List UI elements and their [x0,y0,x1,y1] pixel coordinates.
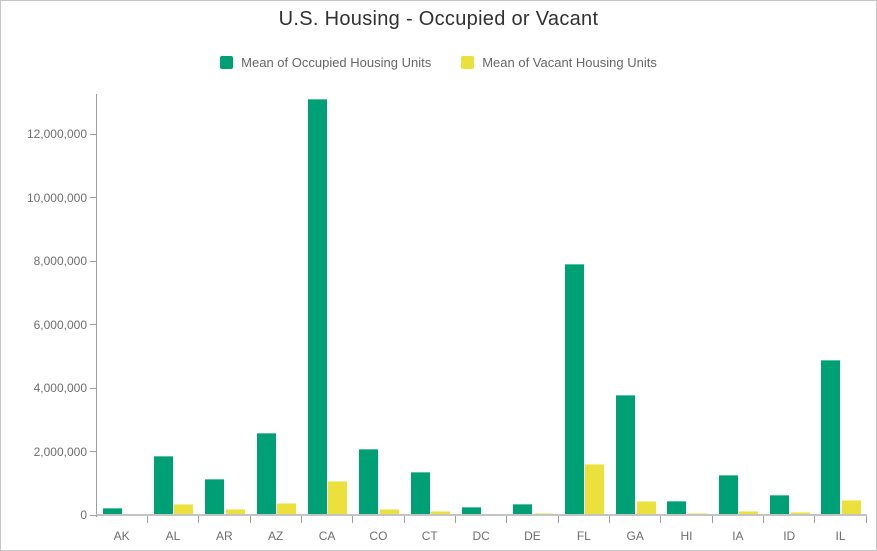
x-tick [660,516,662,523]
y-tick [90,324,97,325]
x-tick [506,516,508,523]
x-tick-label-AZ: AZ [268,529,284,543]
bar-occupied-AL[interactable] [153,456,173,515]
bar-occupied-CA[interactable] [307,99,327,515]
x-tick [146,516,148,523]
y-tick [90,387,97,389]
x-tick-label-DE: DE [524,529,541,543]
bar-vacant-AL[interactable] [174,503,194,515]
y-tick-label: 10,000,000 [26,190,87,205]
bar-occupied-HI[interactable] [667,501,687,515]
y-tick-label: 8,000,000 [33,254,87,268]
x-tick-label-AL: AL [165,529,181,543]
y-axis-line [96,94,97,517]
x-tick-label-GA: GA [626,529,644,543]
x-tick [300,516,302,523]
y-tick [90,260,97,262]
bar-occupied-DE[interactable] [513,503,533,515]
x-tick [454,516,456,523]
x-tick-label-HI: HI [680,529,693,543]
bar-vacant-IA[interactable] [739,511,759,515]
x-tick-label-AR: AR [216,529,233,543]
bar-vacant-ID[interactable] [790,512,810,515]
bar-occupied-ID[interactable] [770,495,790,515]
x-tick-label-IL: IL [835,529,846,543]
legend: Mean of Occupied Housing Units Mean of V… [1,55,876,70]
x-tick-label-FL: FL [576,529,591,543]
legend-swatch-occupied-icon [220,56,234,69]
x-tick [557,516,559,523]
x-tick [352,516,354,523]
chart-title: U.S. Housing - Occupied or Vacant [278,8,599,30]
legend-label-occupied: Mean of Occupied Housing Units [241,55,432,70]
bar-occupied-FL[interactable] [564,264,584,515]
y-tick-label: 4,000,000 [33,381,87,395]
bar-occupied-IL[interactable] [821,360,841,515]
x-tick-label-CT: CT [421,529,438,543]
bar-vacant-IL[interactable] [841,500,861,515]
bar-occupied-DC[interactable] [461,506,481,515]
legend-item-occupied[interactable]: Mean of Occupied Housing Units [220,55,431,70]
y-tick-label: 6,000,000 [33,317,87,332]
x-tick [249,516,251,523]
bar-vacant-CT[interactable] [431,511,451,515]
y-tick-label: 12,000,000 [26,127,87,141]
x-tick-label-IA: IA [732,529,744,543]
x-tick [198,516,200,523]
bar-occupied-IA[interactable] [718,475,738,515]
legend-label-vacant: Mean of Vacant Housing Units [482,55,657,70]
bar-occupied-AR[interactable] [205,479,225,515]
bar-occupied-AZ[interactable] [256,432,276,515]
bar-vacant-CO[interactable] [379,508,399,515]
x-tick-label-ID: ID [783,529,796,543]
y-tick [90,197,97,198]
x-tick [403,516,405,523]
bar-occupied-CT[interactable] [410,472,430,515]
bar-vacant-AZ[interactable] [277,503,297,515]
x-tick-label-AK: AK [113,529,130,543]
y-tick-label: 0 [80,508,87,522]
bar-vacant-CA[interactable] [328,481,348,515]
x-axis-line [96,514,868,516]
x-tick [814,516,816,523]
bar-vacant-AR[interactable] [225,509,245,515]
x-tick [609,516,610,523]
x-tick [865,516,867,523]
legend-item-vacant[interactable]: Mean of Vacant Housing Units [461,55,657,70]
x-tick [711,516,713,523]
y-tick [90,514,97,516]
y-tick-label: 2,000,000 [33,444,87,459]
y-tick [90,133,97,135]
y-tick [90,451,97,452]
x-tick-label-CO: CO [369,529,388,543]
x-tick [763,516,765,523]
bar-occupied-GA[interactable] [616,394,635,515]
bar-occupied-AK[interactable] [102,508,122,515]
bar-vacant-GA[interactable] [636,500,656,515]
x-tick-label-DC: DC [472,529,490,543]
legend-swatch-vacant-icon [461,56,475,69]
bar-occupied-CO[interactable] [359,448,379,515]
x-tick-label-CA: CA [318,529,336,543]
bar-vacant-FL[interactable] [585,464,605,515]
